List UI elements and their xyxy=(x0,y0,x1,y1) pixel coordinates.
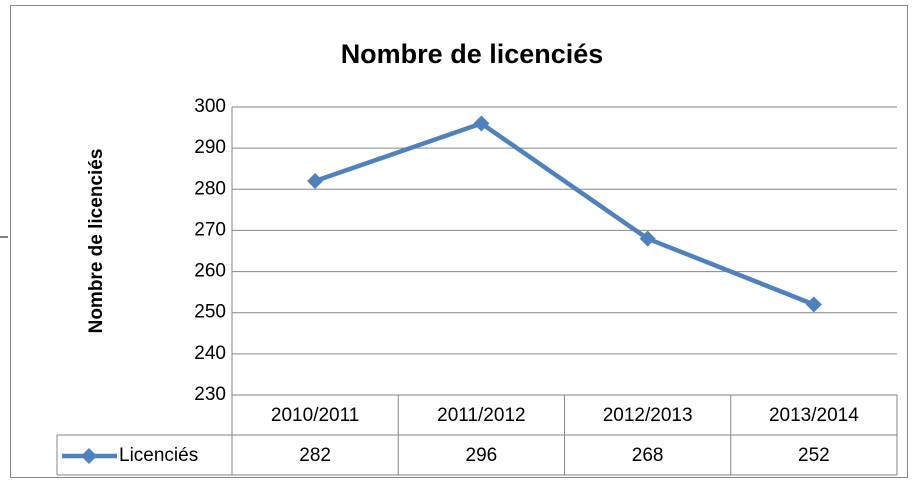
y-axis-label: Nombre de licenciés xyxy=(86,149,107,334)
x-tick-label: 2010/2011 xyxy=(271,405,359,426)
table-value: 282 xyxy=(299,445,331,466)
point-marker xyxy=(639,230,656,247)
y-tick-label: 290 xyxy=(194,137,226,158)
y-tick-label: 240 xyxy=(194,343,226,364)
x-tick-label: 2012/2013 xyxy=(603,405,693,426)
point-marker xyxy=(805,296,822,313)
x-tick-label: 2013/2014 xyxy=(769,405,859,426)
table-value: 296 xyxy=(466,445,498,466)
chart-border xyxy=(10,5,908,478)
y-tick-label: 260 xyxy=(194,261,226,282)
x-tick-label: 2011/2012 xyxy=(437,405,525,426)
y-tick-label: 230 xyxy=(194,384,226,405)
point-marker xyxy=(307,173,324,190)
y-tick-label: 280 xyxy=(194,178,226,199)
y-tick-label: 250 xyxy=(194,302,226,323)
y-tick-label: 270 xyxy=(194,219,226,240)
y-tick-label: 300 xyxy=(194,96,226,117)
table-value: 252 xyxy=(798,445,830,466)
legend-label: Licenciés xyxy=(119,445,198,466)
point-marker xyxy=(473,115,490,132)
legend-marker xyxy=(81,448,97,464)
series-line xyxy=(314,121,815,307)
table-value: 268 xyxy=(632,445,664,466)
chart-title: Nombre de licenciés xyxy=(341,39,604,69)
